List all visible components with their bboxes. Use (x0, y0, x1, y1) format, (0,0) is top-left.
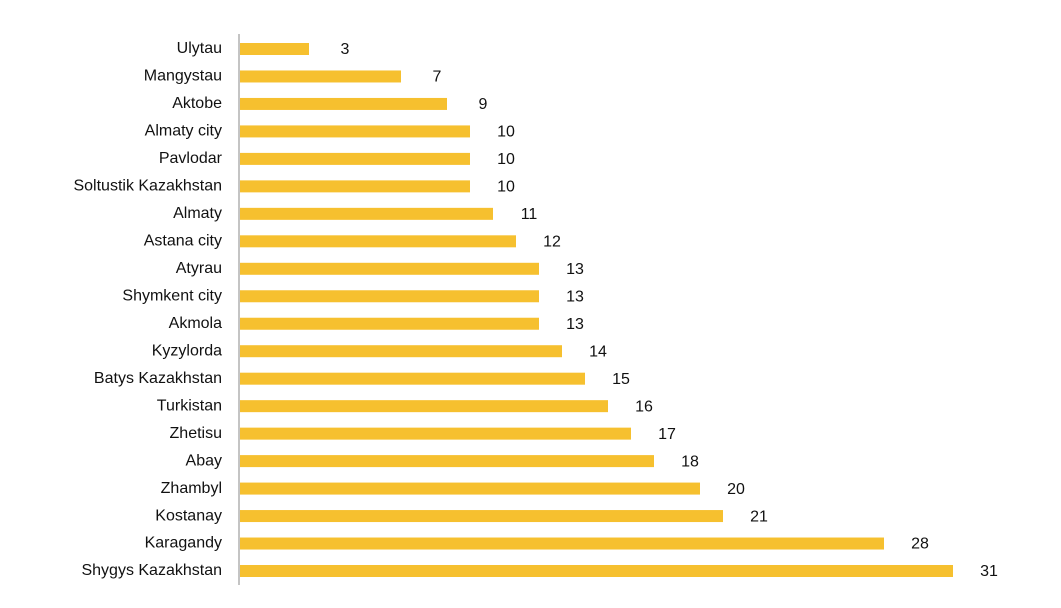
category-label: Kyzylorda (152, 342, 222, 359)
category-labels: Ulytau Mangystau Aktobe Almaty city Pavlodar… (73, 40, 222, 579)
value-label: 18 (681, 453, 699, 470)
bar (240, 455, 654, 468)
category-label: Mangystau (144, 68, 222, 85)
value-label: 16 (635, 398, 653, 415)
value-label: 14 (589, 343, 607, 360)
category-label: Zhambyl (161, 480, 222, 497)
bar (240, 345, 562, 358)
category-label: Akmola (169, 315, 222, 332)
value-label: 11 (521, 206, 538, 223)
value-label: 10 (497, 151, 515, 168)
value-label: 13 (566, 316, 584, 333)
category-label: Batys Kazakhstan (94, 370, 222, 387)
bar (240, 565, 953, 577)
value-label: 21 (750, 508, 768, 525)
category-label: Shymkent city (122, 287, 222, 304)
value-label: 31 (980, 563, 998, 580)
bar (240, 70, 401, 83)
category-label: Almaty (173, 205, 222, 222)
bar (240, 43, 309, 55)
category-label: Aktobe (172, 95, 222, 112)
bar (240, 235, 516, 248)
value-label: 9 (479, 96, 488, 113)
bar (240, 290, 539, 303)
bar (240, 262, 539, 275)
bar (240, 125, 470, 138)
value-label: 3 (341, 41, 350, 58)
value-label: 15 (612, 371, 630, 388)
value-label: 13 (566, 288, 584, 305)
bar (240, 180, 470, 193)
bar (240, 317, 539, 330)
bar (240, 400, 608, 413)
category-label: Ulytau (177, 40, 222, 57)
value-label: 17 (658, 426, 676, 443)
category-label: Soltustik Kazakhstan (73, 178, 222, 195)
bars-group (240, 43, 953, 577)
bar (240, 427, 631, 440)
value-label: 28 (911, 536, 929, 553)
category-label: Abay (186, 452, 222, 469)
category-label: Almaty city (145, 123, 222, 140)
bar (240, 537, 884, 550)
value-label: 10 (497, 179, 515, 196)
category-label: Pavlodar (159, 150, 223, 167)
bar (240, 152, 470, 165)
category-label: Turkistan (157, 397, 222, 414)
category-label: Shygys Kazakhstan (81, 562, 222, 579)
bar (240, 207, 493, 220)
bar (240, 372, 585, 385)
bar (240, 97, 447, 110)
category-label: Zhetisu (170, 425, 222, 442)
value-label: 12 (543, 234, 561, 251)
category-label: Atyrau (176, 260, 222, 277)
value-label: 20 (727, 481, 745, 498)
bar (240, 482, 700, 495)
value-label: 13 (566, 261, 584, 278)
bar (240, 510, 723, 523)
category-label: Karagandy (145, 535, 222, 552)
category-label: Astana city (144, 233, 222, 250)
value-labels: 3 7 9 10 10 10 11 12 13 13 13 14 15 16 17 18 20 21 28 31 (341, 41, 998, 580)
value-label: 7 (433, 69, 442, 86)
value-label: 10 (497, 124, 515, 141)
category-label: Kostanay (155, 507, 222, 524)
